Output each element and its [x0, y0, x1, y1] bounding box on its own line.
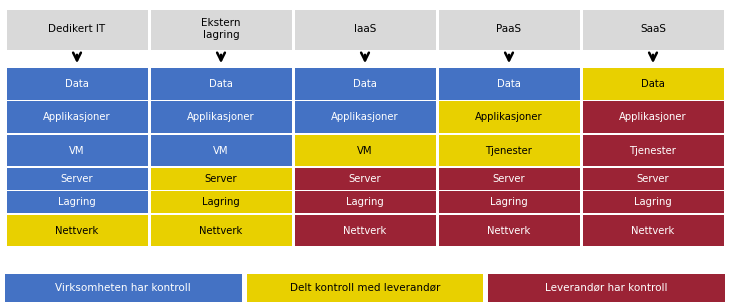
- Text: Data: Data: [497, 79, 521, 89]
- Text: VM: VM: [69, 146, 85, 155]
- Text: Lagring: Lagring: [202, 197, 240, 207]
- Text: Server: Server: [637, 174, 669, 184]
- Bar: [7, 168, 147, 190]
- Text: Server: Server: [349, 174, 381, 184]
- Text: Ekstern
lagring: Ekstern lagring: [201, 18, 241, 40]
- Text: Leverandør har kontroll: Leverandør har kontroll: [545, 283, 668, 293]
- Bar: [7, 135, 147, 166]
- Bar: [150, 9, 291, 50]
- Bar: [439, 68, 580, 100]
- Text: PaaS: PaaS: [496, 24, 521, 34]
- Text: VM: VM: [357, 146, 373, 155]
- Bar: [247, 274, 483, 302]
- Bar: [583, 168, 723, 190]
- Text: VM: VM: [213, 146, 228, 155]
- Text: Applikasjoner: Applikasjoner: [43, 112, 111, 122]
- Text: Nettverk: Nettverk: [55, 226, 99, 236]
- Text: Tjenester: Tjenester: [629, 146, 677, 155]
- Bar: [583, 101, 723, 133]
- Bar: [294, 215, 436, 247]
- Bar: [5, 274, 242, 302]
- Bar: [294, 9, 436, 50]
- Bar: [583, 135, 723, 166]
- Bar: [7, 101, 147, 133]
- Bar: [150, 215, 291, 247]
- Text: Lagring: Lagring: [346, 197, 384, 207]
- Text: Lagring: Lagring: [634, 197, 672, 207]
- Bar: [583, 68, 723, 100]
- Bar: [150, 68, 291, 100]
- Bar: [7, 68, 147, 100]
- Bar: [150, 135, 291, 166]
- Text: Delt kontroll med leverandør: Delt kontroll med leverandør: [290, 283, 440, 293]
- Text: Nettverk: Nettverk: [343, 226, 387, 236]
- Bar: [7, 9, 147, 50]
- Text: Virksomheten har kontroll: Virksomheten har kontroll: [55, 283, 191, 293]
- Text: Data: Data: [65, 79, 89, 89]
- Text: Tjenester: Tjenester: [485, 146, 532, 155]
- Bar: [439, 191, 580, 213]
- Bar: [7, 191, 147, 213]
- Text: Lagring: Lagring: [58, 197, 96, 207]
- Text: Data: Data: [641, 79, 665, 89]
- Text: Applikasjoner: Applikasjoner: [475, 112, 543, 122]
- Bar: [294, 191, 436, 213]
- Bar: [439, 101, 580, 133]
- Bar: [583, 215, 723, 247]
- Text: Server: Server: [493, 174, 526, 184]
- Bar: [439, 9, 580, 50]
- Bar: [439, 215, 580, 247]
- Bar: [150, 101, 291, 133]
- Bar: [294, 168, 436, 190]
- Bar: [294, 135, 436, 166]
- Text: SaaS: SaaS: [640, 24, 666, 34]
- Text: Applikasjoner: Applikasjoner: [331, 112, 399, 122]
- Bar: [294, 101, 436, 133]
- Text: Nettverk: Nettverk: [199, 226, 242, 236]
- Bar: [439, 135, 580, 166]
- Text: Data: Data: [209, 79, 233, 89]
- Text: Data: Data: [353, 79, 377, 89]
- Text: Server: Server: [61, 174, 93, 184]
- Text: Dedikert IT: Dedikert IT: [48, 24, 106, 34]
- Bar: [150, 191, 291, 213]
- Bar: [294, 68, 436, 100]
- Text: Nettverk: Nettverk: [631, 226, 675, 236]
- Text: Lagring: Lagring: [490, 197, 528, 207]
- Bar: [7, 215, 147, 247]
- Bar: [583, 9, 723, 50]
- Bar: [439, 168, 580, 190]
- Bar: [583, 191, 723, 213]
- Text: IaaS: IaaS: [354, 24, 376, 34]
- Bar: [150, 168, 291, 190]
- Bar: [488, 274, 725, 302]
- Text: Server: Server: [204, 174, 237, 184]
- Text: Nettverk: Nettverk: [488, 226, 531, 236]
- Text: Applikasjoner: Applikasjoner: [619, 112, 687, 122]
- Text: Applikasjoner: Applikasjoner: [187, 112, 255, 122]
